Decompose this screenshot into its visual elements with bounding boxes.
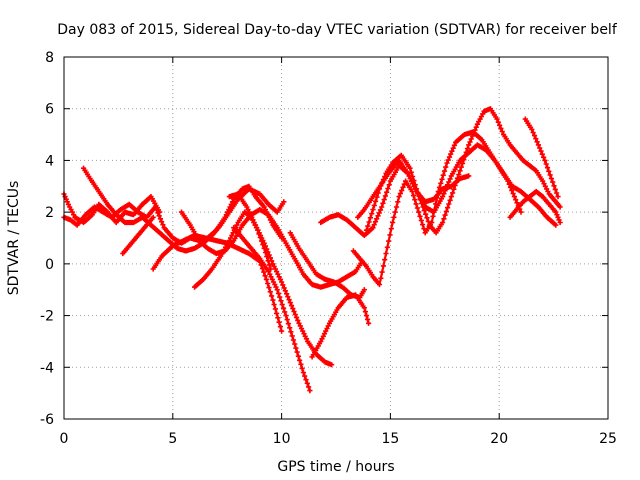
series-markers xyxy=(231,225,313,394)
x-tick-label: 10 xyxy=(273,431,291,447)
series-15 xyxy=(355,157,472,220)
x-axis-label: GPS time / hours xyxy=(277,459,394,475)
y-axis-label: SDTVAR / TECUs xyxy=(6,181,22,296)
series-markers xyxy=(120,214,156,257)
series-8 xyxy=(226,191,335,368)
series-16 xyxy=(507,188,563,226)
series-7 xyxy=(192,209,274,290)
x-tick-label: 5 xyxy=(168,431,177,447)
series-11 xyxy=(309,292,372,360)
y-tick-label: -6 xyxy=(40,412,54,428)
series-17 xyxy=(522,116,561,200)
y-tick-label: -2 xyxy=(40,309,54,325)
series-markers xyxy=(522,116,561,200)
x-tick-label: 15 xyxy=(381,431,399,447)
y-tick-label: 4 xyxy=(45,153,54,169)
grid xyxy=(64,57,608,419)
series-markers xyxy=(192,209,274,290)
series-4 xyxy=(120,214,156,257)
y-tick-label: 8 xyxy=(45,50,54,66)
series-9 xyxy=(231,225,313,394)
x-tick-label: 25 xyxy=(599,431,617,447)
y-tick-label: 2 xyxy=(45,205,54,221)
x-tick-label: 20 xyxy=(490,431,508,447)
chart-title: Day 083 of 2015, Sidereal Day-to-day VTE… xyxy=(57,22,618,38)
data-series xyxy=(61,106,563,394)
series-14 xyxy=(363,106,563,236)
y-tick-label: 6 xyxy=(45,102,54,118)
axis-ticks xyxy=(63,56,609,420)
y-tick-label: -4 xyxy=(40,360,54,376)
tick-labels: 0 5 10 15 20 25 -6 -4 -2 0 2 4 6 8 xyxy=(40,50,617,447)
series-markers xyxy=(355,157,472,220)
plot-frame xyxy=(63,56,609,420)
x-tick-label: 0 xyxy=(60,431,69,447)
series-markers xyxy=(507,188,563,226)
series-markers xyxy=(309,292,372,360)
series-markers xyxy=(363,106,563,236)
y-tick-label: 0 xyxy=(45,257,54,273)
series-markers xyxy=(226,191,335,368)
